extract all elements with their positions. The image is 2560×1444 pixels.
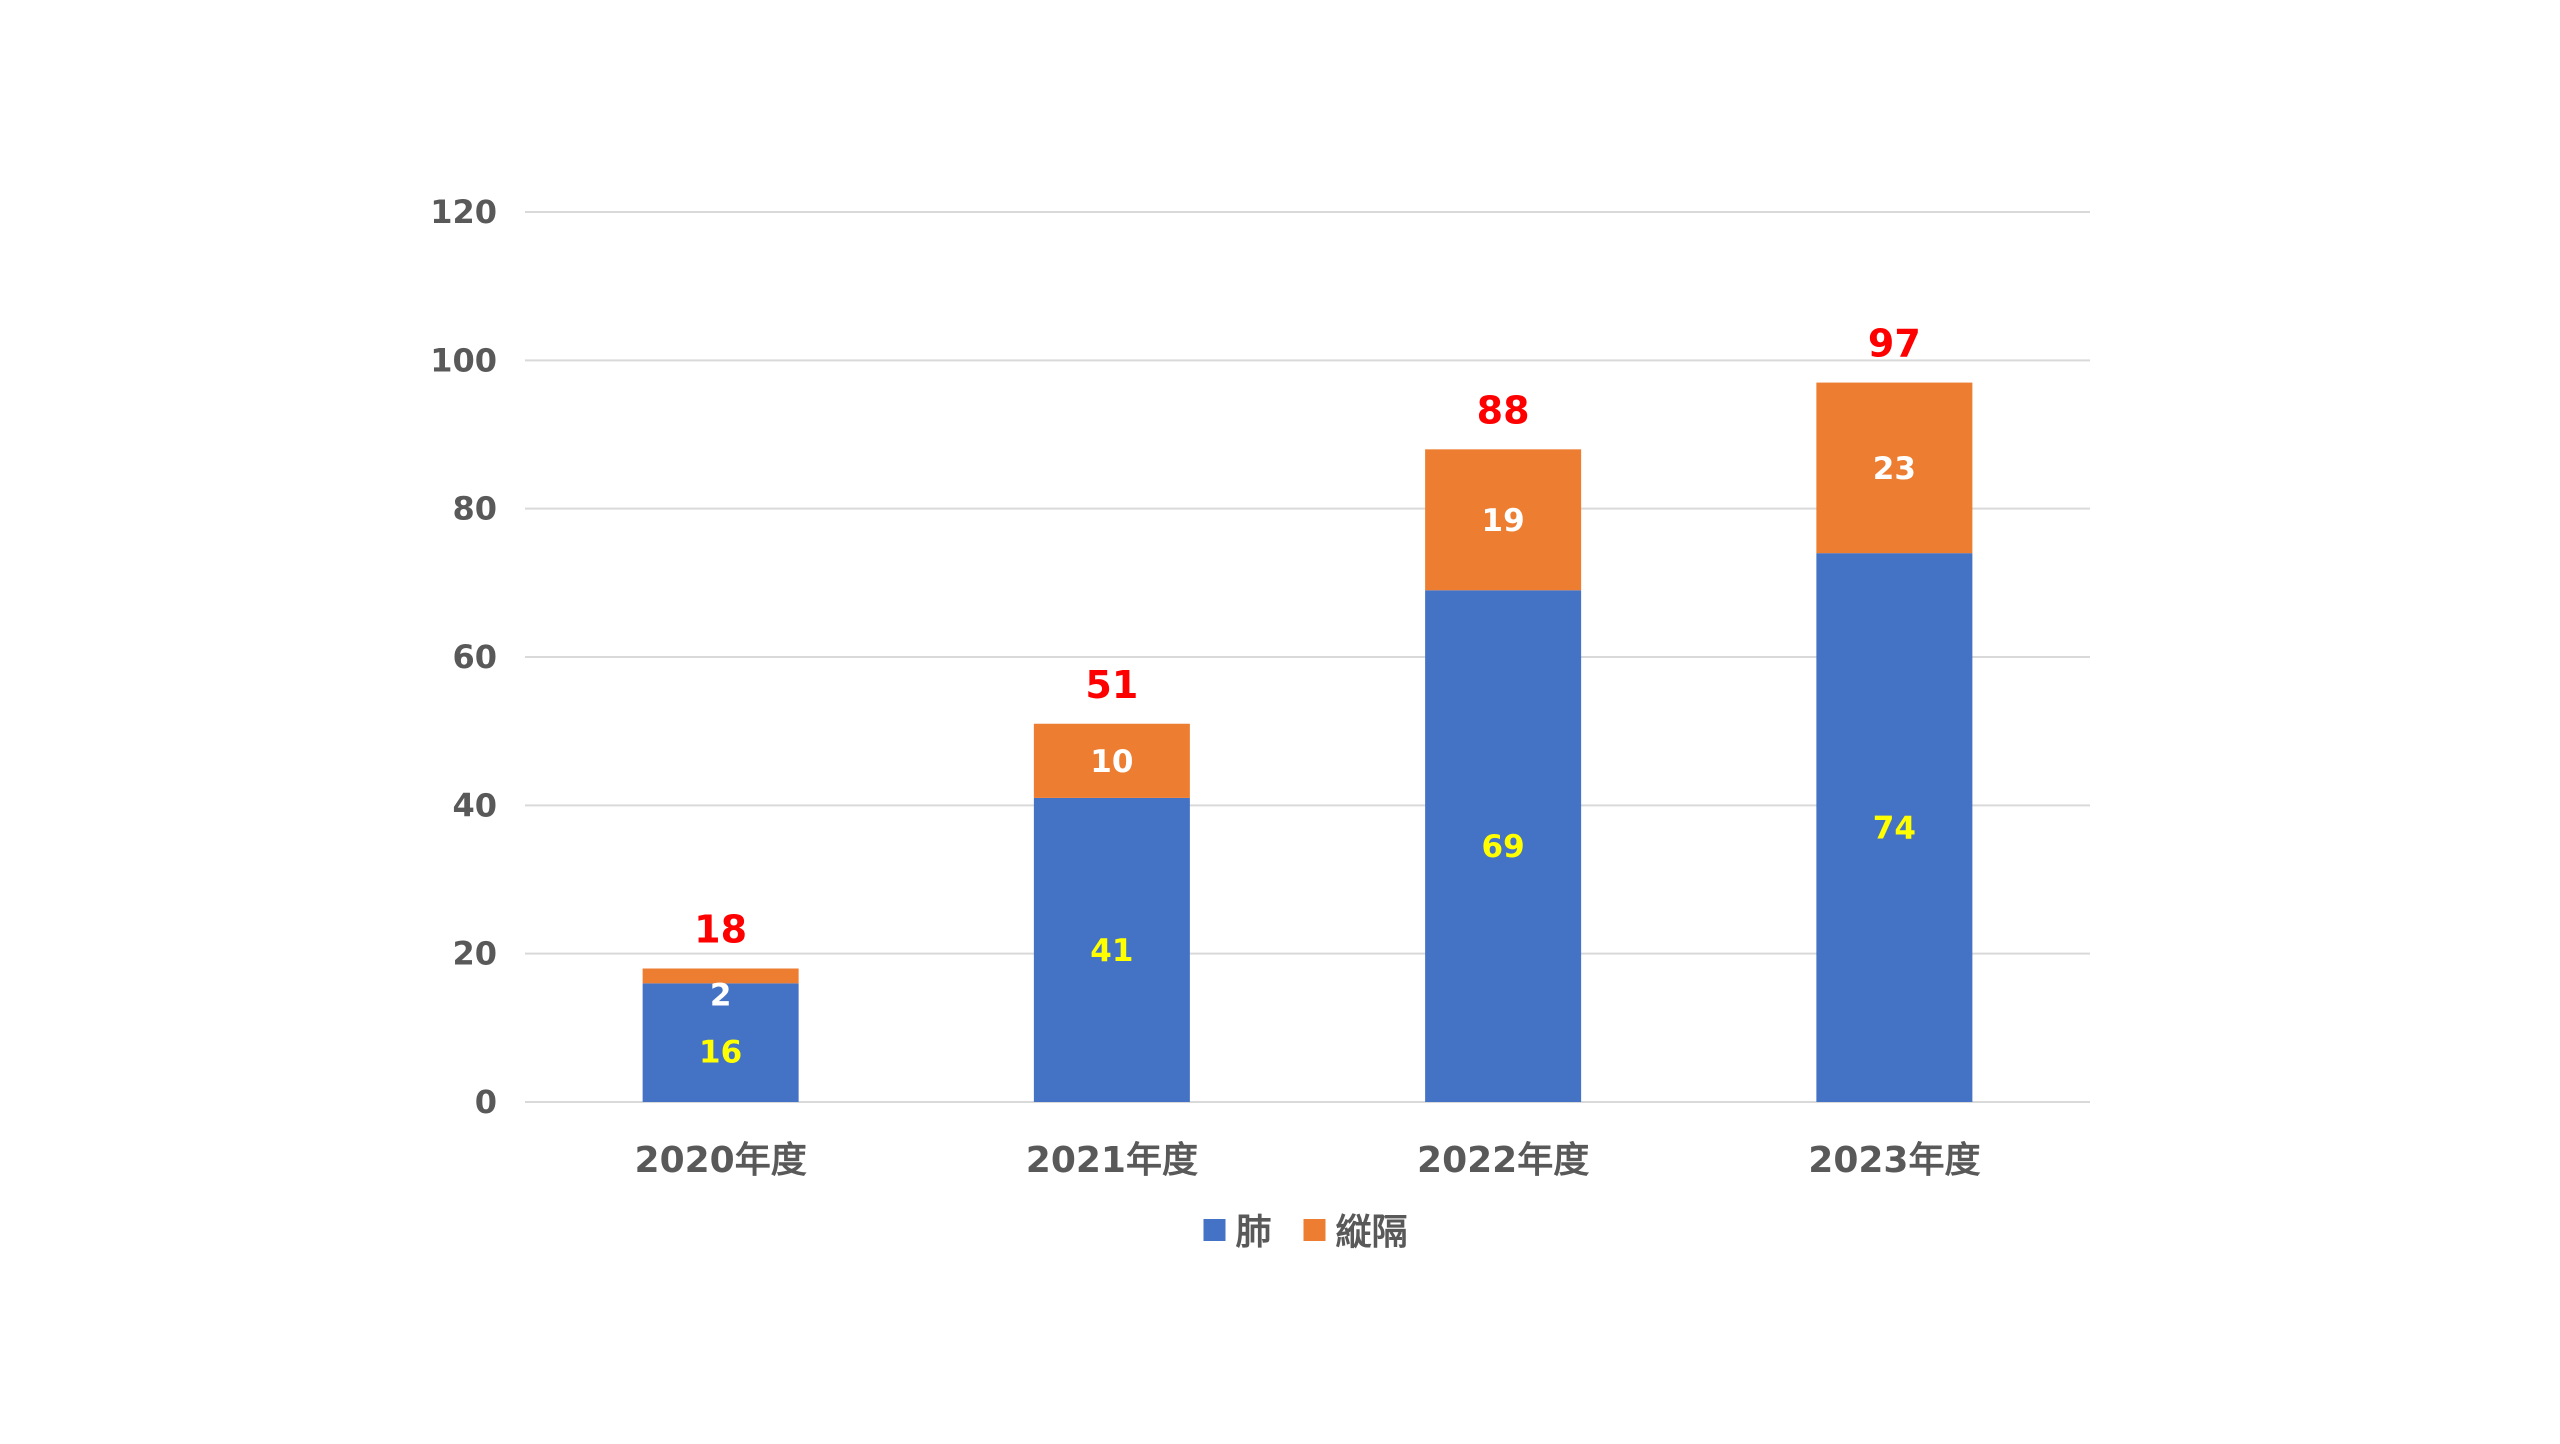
bar-segment-mediastinum [1425, 449, 1582, 591]
bar-segment-mediastinum [642, 968, 799, 984]
gridlines [525, 211, 2090, 1103]
total-label: 97 [1868, 322, 1921, 366]
y-tick-label: 60 [452, 638, 497, 676]
bar-segment-lung [1033, 797, 1190, 1102]
x-tick-label: 2022年度 [1417, 1140, 1589, 1181]
x-tick-label: 2020年度 [635, 1140, 807, 1181]
y-tick-label: 20 [452, 935, 497, 973]
bars: 16 2 18 41 10 51 69 19 88 74 23 97 [642, 322, 1973, 1102]
bar-segment-lung [1816, 553, 1973, 1102]
legend-label: 縦隔 [1336, 1212, 1408, 1253]
bar-segment-mediastinum [1816, 382, 1973, 554]
legend-swatch [1303, 1219, 1326, 1241]
data-label: 41 [1090, 933, 1133, 969]
x-tick-label: 2021年度 [1026, 1140, 1198, 1181]
total-label: 51 [1085, 663, 1138, 707]
data-label: 2 [710, 977, 732, 1013]
x-axis-tick-labels: 2020年度 2021年度 2022年度 2023年度 [635, 1140, 1981, 1181]
data-label: 23 [1873, 451, 1916, 487]
legend-swatch [1203, 1219, 1226, 1241]
data-label: 19 [1482, 503, 1525, 539]
y-tick-label: 100 [430, 341, 497, 379]
legend: 肺 縦隔 [1203, 1212, 1408, 1253]
y-tick-label: 120 [430, 193, 497, 231]
data-label: 69 [1482, 829, 1525, 865]
bar-segment-lung [642, 983, 799, 1102]
data-label: 74 [1873, 811, 1916, 847]
y-axis-tick-labels: 0 20 40 60 80 100 120 [430, 193, 497, 1121]
data-label: 16 [699, 1035, 742, 1071]
y-tick-label: 0 [475, 1083, 497, 1121]
y-tick-label: 40 [452, 786, 497, 824]
bar-segment-lung [1425, 590, 1582, 1102]
total-label: 18 [694, 908, 747, 952]
bar-segment-mediastinum [1033, 723, 1190, 798]
y-tick-label: 80 [452, 490, 497, 528]
total-label: 88 [1477, 388, 1530, 432]
data-label: 10 [1090, 744, 1133, 780]
x-tick-label: 2023年度 [1808, 1140, 1980, 1181]
legend-label: 肺 [1236, 1212, 1272, 1253]
